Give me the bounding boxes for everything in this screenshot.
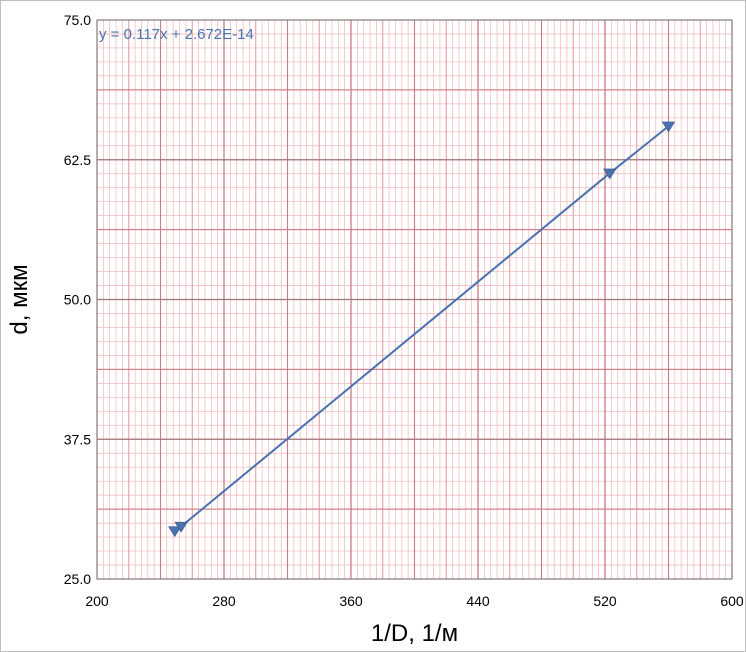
x-tick-label: 520 [593,593,617,609]
x-axis-tick-labels: 200 280 360 440 520 600 [85,593,744,609]
series-layer [168,121,676,538]
x-tick-label: 440 [466,593,490,609]
y-tick-label: 37.5 [64,431,91,447]
series-line [174,125,670,532]
data-point-marker [174,521,188,533]
y-tick-label: 75.0 [64,12,91,28]
y-tick-label: 50.0 [64,292,91,308]
x-tick-label: 200 [85,593,109,609]
data-point-marker [661,121,676,133]
x-tick-label: 280 [212,593,236,609]
plot-area-frame [96,19,733,580]
data-point-marker [603,168,617,180]
data-point-marker [168,526,182,538]
x-tick-label: 360 [339,593,363,609]
x-tick-label: 600 [720,593,744,609]
trendline-equation: y = 0.117x + 2.672E-14 [99,26,254,43]
x-axis-title: 1/D, 1/м [371,620,458,647]
y-axis-title: d, мкм [6,264,33,334]
y-tick-label: 25.0 [64,571,91,587]
y-axis-tick-labels: 25.0 37.5 50.0 62.5 75.0 [64,12,91,587]
y-tick-label: 62.5 [64,152,91,168]
